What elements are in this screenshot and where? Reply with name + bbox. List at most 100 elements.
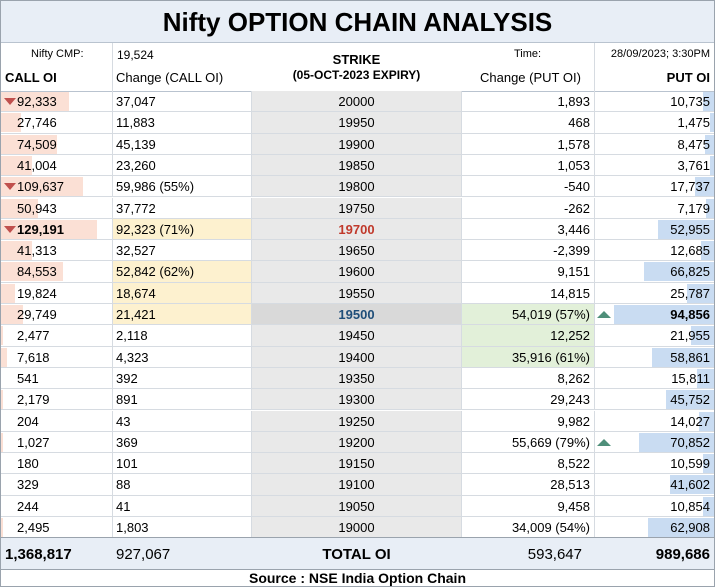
put-oi-cell: 10,735 <box>594 91 714 112</box>
call-oi-cell: 92,333 <box>1 91 109 111</box>
call-oi-cell-value: 180 <box>17 456 39 472</box>
call-oi-cell-value: 7,618 <box>17 349 50 365</box>
change-call-cell: 1,803 <box>112 517 251 538</box>
cmp-value: 19,524 <box>117 48 154 62</box>
call-oi-bar <box>1 92 70 111</box>
put-oi-cell-value: 10,854 <box>670 498 710 514</box>
change-call-cell: 37,772 <box>112 197 251 218</box>
strike-cell-value: 19150 <box>338 456 375 472</box>
put-oi-cell: 62,908 <box>594 517 714 538</box>
change-call-cell: 45,139 <box>112 133 251 154</box>
strike-cell-value: 19950 <box>338 115 375 131</box>
call-oi-label: CALL OI <box>5 70 57 85</box>
call-oi-cell: 7,618 <box>1 347 109 367</box>
change-call-cell: 369 <box>112 431 251 453</box>
change-put-cell-value: 8,522 <box>557 456 590 472</box>
change-call-cell-value: 369 <box>116 434 138 450</box>
change-put-cell-value: 1,053 <box>557 157 590 173</box>
call-oi-bar <box>1 134 57 154</box>
call-oi-cell-value: 204 <box>17 413 39 429</box>
put-oi-cell-value: 25,787 <box>670 285 710 301</box>
put-oi-bar <box>706 198 714 218</box>
change-call-cell: 23,260 <box>112 154 251 176</box>
call-oi-cell-value: 1,027 <box>17 434 50 450</box>
time-value: 28/09/2023; 3:30PM <box>610 48 710 60</box>
change-put-cell: 35,916 (61%) <box>462 346 594 367</box>
put-oi-cell: 66,825 <box>594 261 714 282</box>
put-oi-cell-value: 14,027 <box>670 413 710 429</box>
table-row: 2,477 2,118 19450 12,252 21,955 <box>1 325 714 347</box>
total-change-call: 927,067 <box>116 546 171 563</box>
change-call-cell-value: 392 <box>116 370 138 386</box>
put-oi-bar <box>639 432 714 452</box>
call-oi-cell: 329 <box>1 474 109 494</box>
call-oi-cell-value: 74,509 <box>17 136 57 152</box>
put-oi-cell-value: 70,852 <box>670 434 710 450</box>
change-put-cell-value: 9,151 <box>557 264 590 280</box>
call-oi-cell-value: 19,824 <box>17 285 57 301</box>
change-put-cell-value: 1,893 <box>557 94 590 109</box>
call-oi-cell-value: 50,943 <box>17 200 57 216</box>
change-put-cell: 28,513 <box>462 474 594 494</box>
put-oi-cell-value: 62,908 <box>670 520 710 535</box>
strike-cell: 19550 <box>251 282 462 303</box>
strike-cell-value: 19600 <box>338 264 375 280</box>
put-oi-bar <box>703 496 714 516</box>
expiry-label: (05-OCT-2023 EXPIRY) <box>292 68 421 82</box>
put-oi-cell: 41,602 <box>594 474 714 495</box>
strike-cell: 19950 <box>251 112 462 133</box>
up-triangle-icon <box>597 311 611 318</box>
call-oi-cell: 19,824 <box>1 283 109 303</box>
strike-cell-value: 19050 <box>338 498 375 514</box>
put-oi-cell: 7,179 <box>594 197 714 218</box>
put-oi-cell-value: 66,825 <box>670 264 710 280</box>
change-put-cell: 55,669 (79%) <box>462 432 594 452</box>
put-oi-bar <box>666 390 714 410</box>
strike-cell: 19350 <box>251 367 462 389</box>
put-oi-cell-value: 15,811 <box>671 370 710 386</box>
change-put-cell-value: 1,578 <box>557 136 590 152</box>
change-put-cell: 9,458 <box>462 496 594 516</box>
strike-cell-value: 19450 <box>338 328 375 344</box>
table-row: 109,637 59,986 (55%) 19800 -540 17,737 <box>1 176 714 198</box>
call-oi-cell-value: 41,004 <box>17 157 57 173</box>
down-triangle-icon <box>4 183 16 191</box>
change-put-cell: 12,252 <box>462 325 594 346</box>
change-put-cell-value: 34,009 (54%) <box>511 520 590 535</box>
strike-cell: 19850 <box>251 154 462 176</box>
change-call-cell-value: 11,883 <box>116 115 155 131</box>
call-oi-cell: 204 <box>1 411 109 431</box>
call-oi-cell: 41,313 <box>1 240 109 261</box>
change-call-cell-value: 18,674 <box>116 285 156 301</box>
change-call-cell: 52,842 (62%) <box>112 261 251 282</box>
total-put-oi: 989,686 <box>655 546 710 563</box>
change-call-cell: 2,118 <box>112 325 251 346</box>
change-put-cell-value: -2,399 <box>553 243 590 259</box>
change-put-cell: 34,009 (54%) <box>462 517 594 537</box>
put-oi-cell: 17,737 <box>594 176 714 197</box>
total-call-oi: 1,368,817 <box>5 546 72 563</box>
put-oi-bar <box>710 155 714 175</box>
strike-cell: 19600 <box>251 261 462 282</box>
strike-cell-value: 19300 <box>338 392 375 408</box>
put-oi-bar <box>703 454 714 474</box>
strike-cell: 19400 <box>251 346 462 367</box>
put-oi-cell: 58,861 <box>594 346 714 367</box>
change-put-cell-value: 9,458 <box>557 498 590 514</box>
strike-cell-value: 19100 <box>338 477 375 493</box>
strike-cell: 19000 <box>251 517 462 538</box>
change-put-cell: 29,243 <box>462 389 594 409</box>
put-oi-cell: 21,955 <box>594 325 714 346</box>
call-oi-bar <box>1 262 64 282</box>
total-change-put: 593,647 <box>527 546 582 563</box>
call-oi-cell: 84,553 <box>1 261 109 282</box>
put-oi-bar <box>703 92 714 111</box>
call-oi-cell-value: 541 <box>17 370 39 386</box>
put-oi-cell: 14,027 <box>594 410 714 431</box>
change-call-cell: 18,674 <box>112 282 251 303</box>
put-oi-bar <box>614 305 714 324</box>
put-oi-cell: 25,787 <box>594 282 714 303</box>
put-oi-cell-value: 1,475 <box>677 115 710 131</box>
strike-cell: 19700 <box>251 218 462 240</box>
